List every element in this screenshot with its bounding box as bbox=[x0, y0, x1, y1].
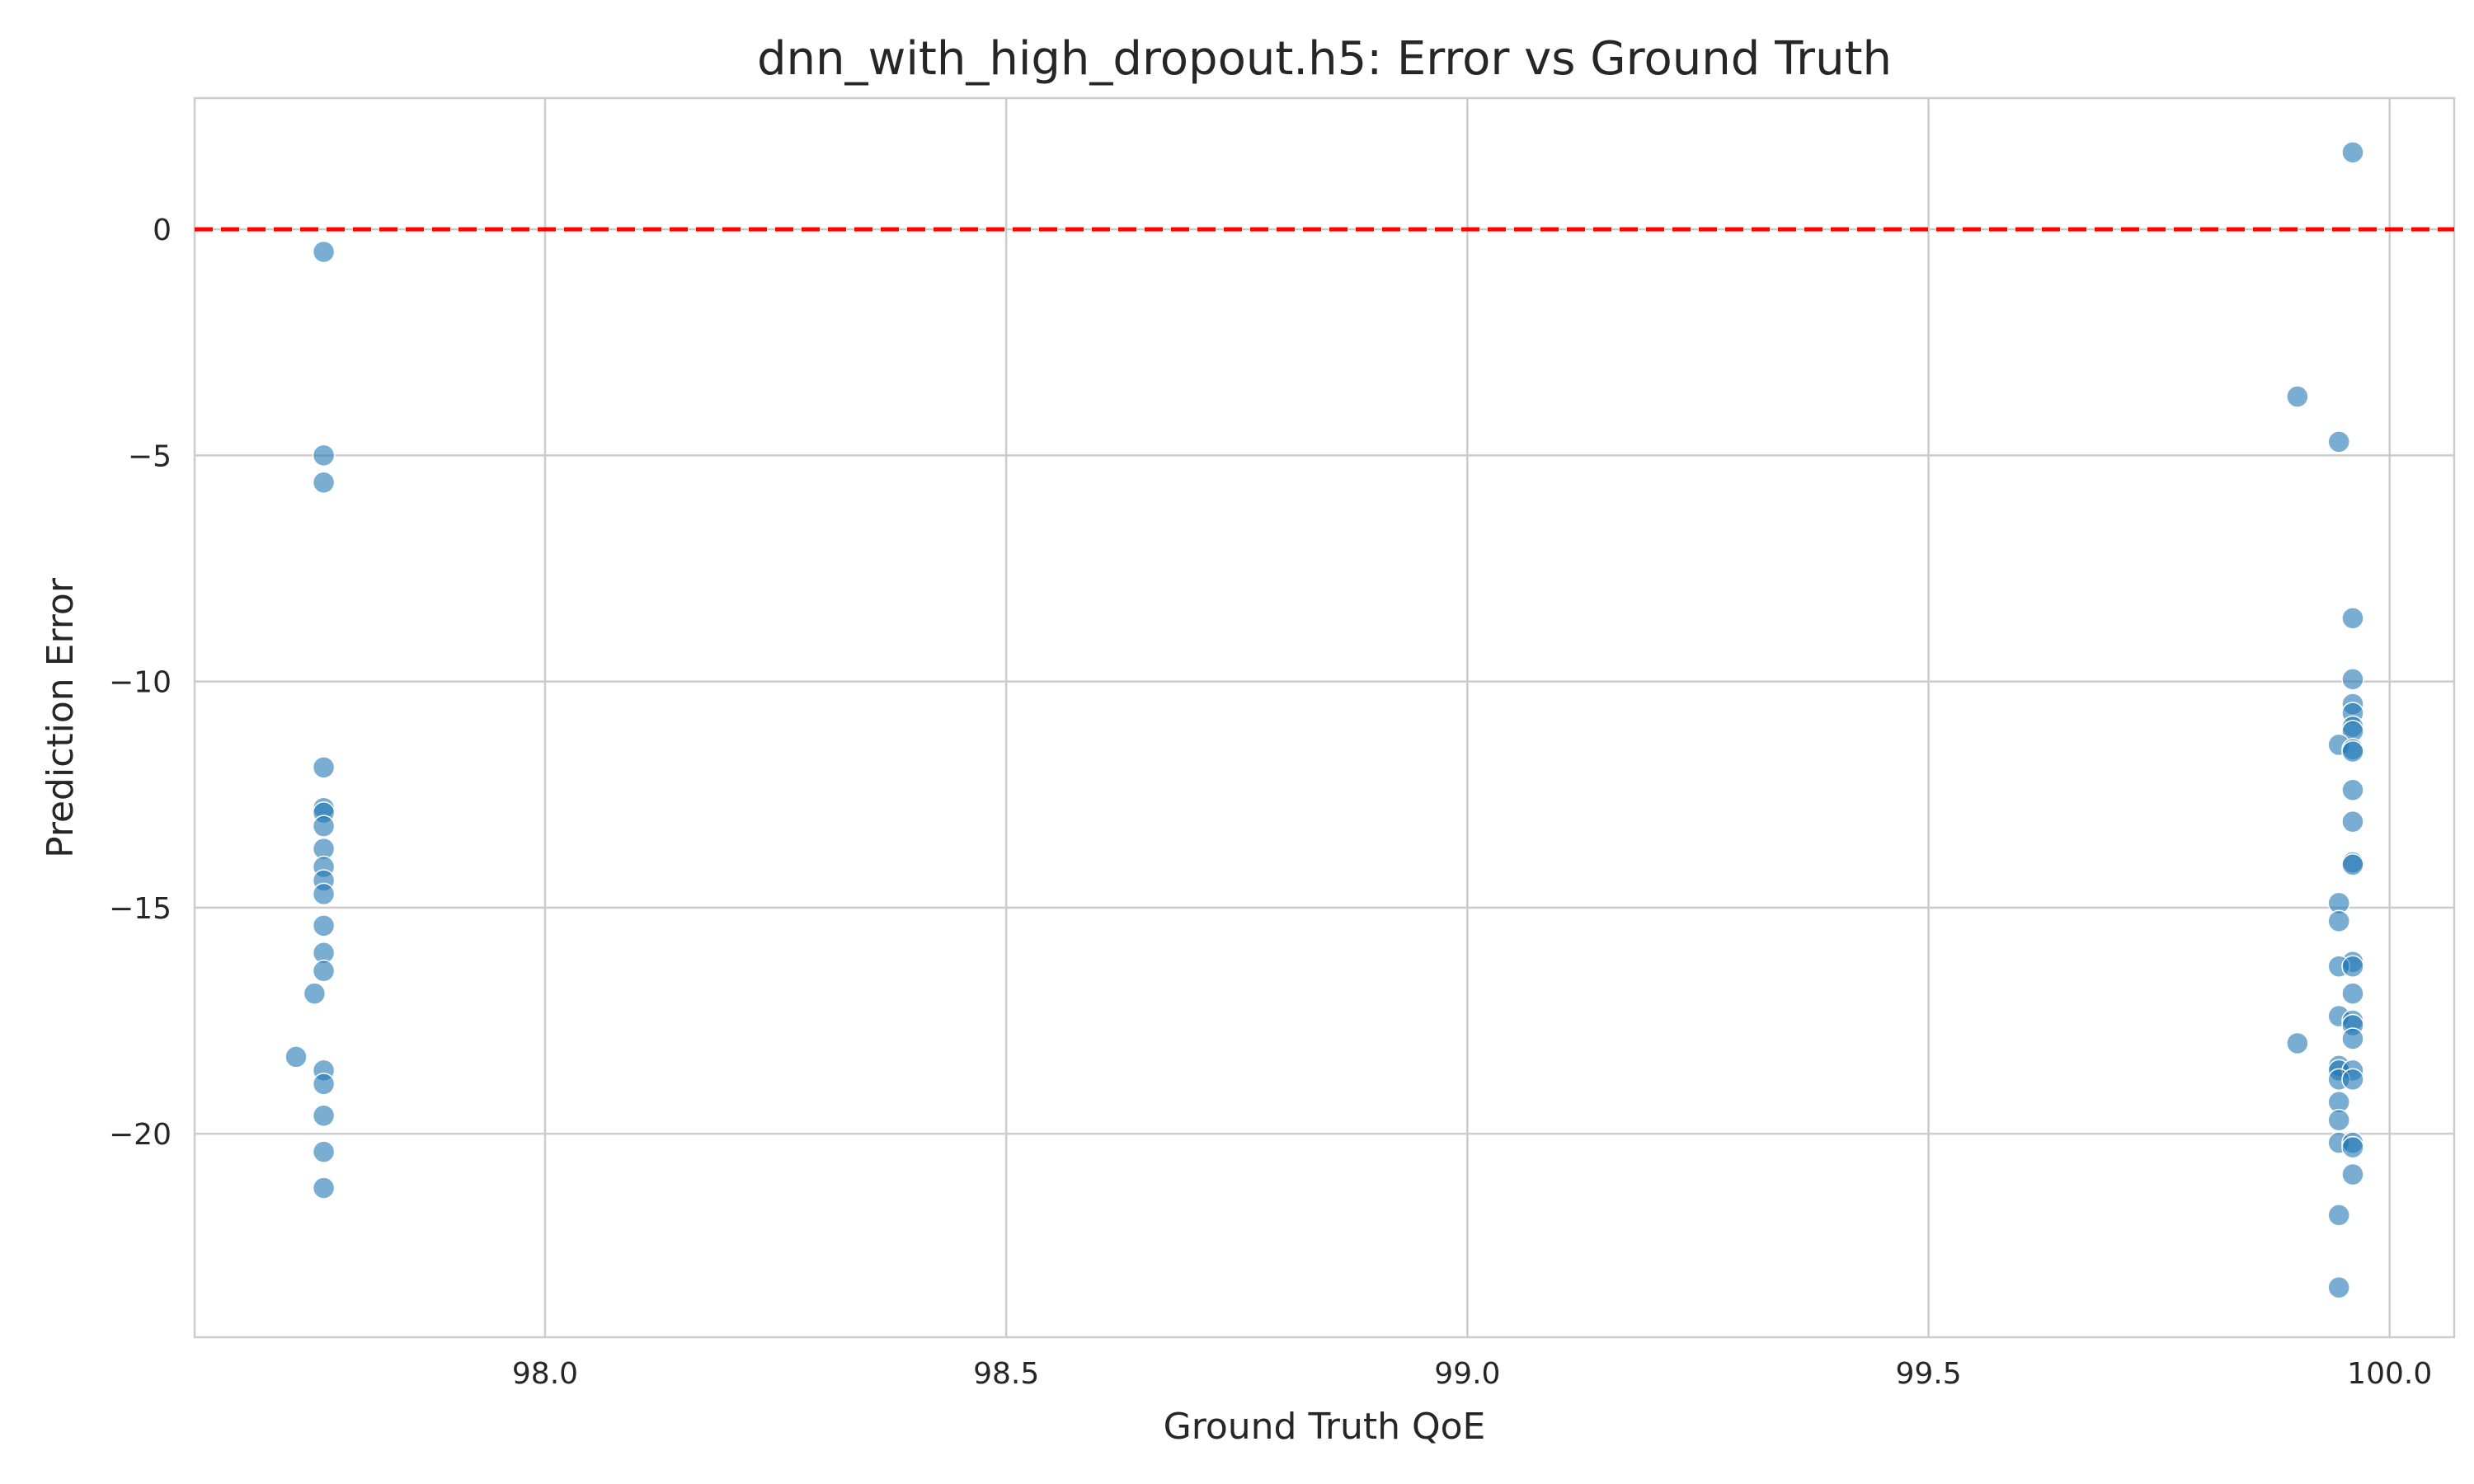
x-axis-label: Ground Truth QoE bbox=[1164, 1406, 1486, 1448]
y-tick-label: −10 bbox=[109, 666, 172, 700]
chart-title: dnn_with_high_dropout.h5: Error vs Groun… bbox=[757, 32, 1892, 86]
data-point bbox=[312, 444, 336, 467]
x-tick-label: 100.0 bbox=[2347, 1357, 2432, 1391]
data-point bbox=[312, 1140, 336, 1163]
data-point bbox=[2341, 1027, 2364, 1050]
y-tick-label: −5 bbox=[128, 439, 172, 473]
data-point bbox=[312, 1176, 336, 1200]
data-point bbox=[2341, 810, 2364, 834]
data-point bbox=[312, 240, 336, 264]
y-tick-label: −15 bbox=[109, 892, 172, 926]
data-point bbox=[312, 1104, 336, 1127]
data-point bbox=[2341, 853, 2364, 876]
data-point bbox=[2341, 1162, 2364, 1186]
data-points bbox=[285, 141, 2364, 1299]
data-point bbox=[2327, 909, 2350, 933]
data-point bbox=[312, 756, 336, 779]
data-point bbox=[2341, 668, 2364, 691]
x-gridlines bbox=[543, 98, 2391, 1337]
x-tick-labels: 98.0 98.5 99.0 99.5 100.0 bbox=[512, 1357, 2432, 1391]
data-point bbox=[2341, 1068, 2364, 1092]
x-tick-label: 98.0 bbox=[512, 1357, 578, 1391]
data-point bbox=[312, 1073, 336, 1096]
y-tick-label: 0 bbox=[153, 214, 172, 247]
data-point bbox=[2341, 982, 2364, 1005]
y-tick-label: −20 bbox=[109, 1118, 172, 1152]
data-point bbox=[312, 471, 336, 495]
data-point bbox=[312, 959, 336, 983]
data-point bbox=[2286, 385, 2309, 408]
x-tick-label: 99.5 bbox=[1895, 1357, 1961, 1391]
data-point bbox=[303, 982, 327, 1005]
x-tick-label: 98.5 bbox=[973, 1357, 1039, 1391]
data-point bbox=[2341, 1135, 2364, 1159]
data-point bbox=[2327, 1108, 2350, 1132]
data-point bbox=[312, 914, 336, 937]
data-point bbox=[2341, 955, 2364, 978]
data-point bbox=[2286, 1031, 2309, 1055]
data-point bbox=[2327, 430, 2350, 453]
y-tick-labels: 0 −5 −10 −15 −20 bbox=[109, 214, 172, 1152]
data-point bbox=[2341, 778, 2364, 802]
data-point bbox=[2327, 1204, 2350, 1227]
data-point bbox=[2327, 1275, 2350, 1299]
x-tick-label: 99.0 bbox=[1434, 1357, 1500, 1391]
plot-area bbox=[193, 96, 2456, 1339]
y-axis-label: Prediction Error bbox=[40, 577, 82, 858]
data-point bbox=[2341, 607, 2364, 630]
data-point bbox=[285, 1045, 308, 1068]
data-point bbox=[312, 815, 336, 838]
data-point bbox=[312, 882, 336, 906]
data-point bbox=[2341, 141, 2364, 164]
data-point bbox=[2341, 740, 2364, 763]
